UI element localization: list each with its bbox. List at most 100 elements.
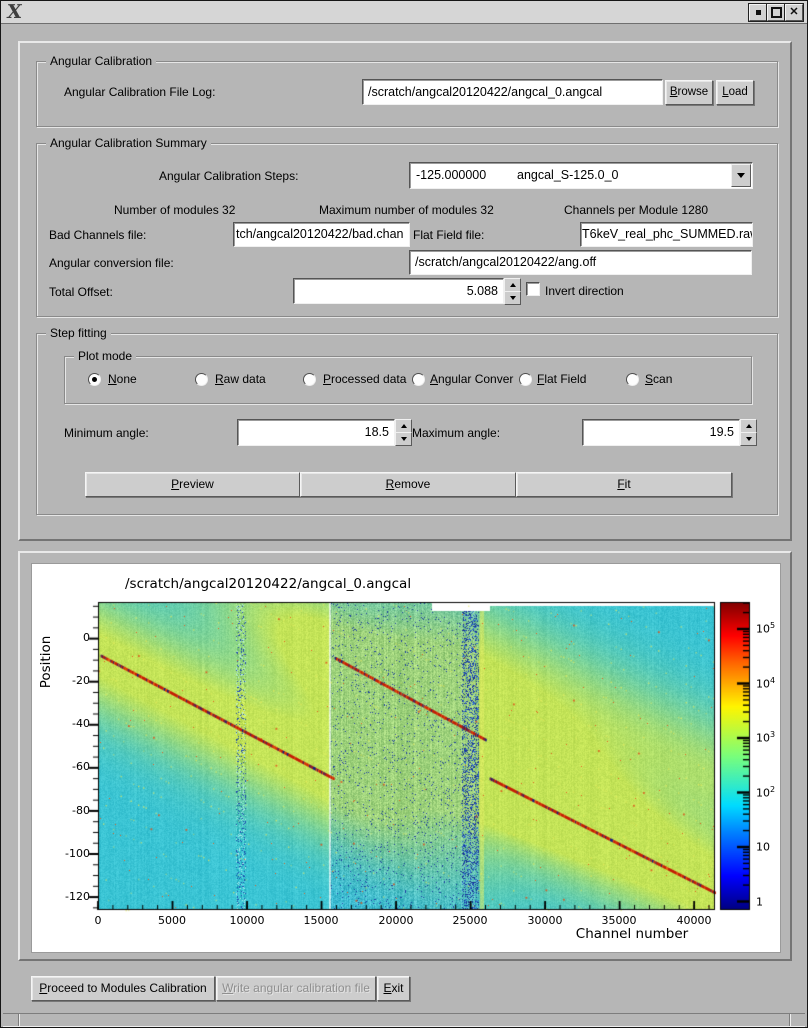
flat-field-input[interactable]: T6keV_real_phc_SUMMED.raw xyxy=(580,222,753,247)
y-tick: 0 xyxy=(83,631,90,644)
max-angle-value: 19.5 xyxy=(709,425,734,439)
min-angle-value: 18.5 xyxy=(364,425,389,439)
steps-dropdown-button[interactable] xyxy=(731,164,751,187)
radio-angular-conversion[interactable] xyxy=(412,373,425,386)
radio-flat-field[interactable] xyxy=(519,373,532,386)
remove-button[interactable]: Remove xyxy=(300,472,516,497)
total-offset-down-button[interactable] xyxy=(504,291,521,305)
fit-button[interactable]: Fit xyxy=(516,472,732,497)
step-fitting-legend: Step fitting xyxy=(46,326,111,341)
preview-button[interactable]: Preview xyxy=(85,472,300,497)
x-tick: 0 xyxy=(94,914,102,927)
statusbar-separator xyxy=(18,1014,19,1026)
max-angle-label: Maximum angle: xyxy=(412,426,501,440)
arrow-down-icon xyxy=(745,437,752,441)
remove-button-label: Remove xyxy=(385,477,431,491)
x-tick: 20000 xyxy=(378,914,414,927)
write-calibration-button[interactable]: Write angular calibration file xyxy=(216,976,376,1001)
x-tick: 5000 xyxy=(158,914,186,927)
close-button[interactable]: ✕ xyxy=(785,4,803,21)
min-angle-label: Minimum angle: xyxy=(64,426,149,440)
num-modules-text: Number of modules 32 xyxy=(114,203,236,217)
total-offset-label: Total Offset: xyxy=(49,285,113,299)
invert-direction-label: Invert direction xyxy=(545,284,624,298)
radio-raw-data[interactable] xyxy=(195,373,208,386)
arrow-up-icon xyxy=(400,424,407,428)
colorbar-tick: 102 xyxy=(756,785,776,800)
total-offset-spinbox[interactable]: 5.088 xyxy=(293,278,504,304)
browse-button-label: Browse xyxy=(669,86,709,98)
x11-logo-icon: X xyxy=(5,1,24,23)
steps-value: -125.000000 xyxy=(416,168,487,182)
min-angle-up-button[interactable] xyxy=(395,419,412,433)
maximize-icon xyxy=(770,7,782,18)
ang-conversion-input[interactable]: /scratch/angcal20120422/ang.off xyxy=(409,250,752,275)
radio-none[interactable] xyxy=(88,373,101,386)
radio-scan[interactable] xyxy=(626,373,639,386)
form-panel: Angular Calibration Angular Calibration … xyxy=(18,41,792,541)
min-angle-down-button[interactable] xyxy=(395,432,412,446)
file-log-value: /scratch/angcal20120422/angcal_0.angcal xyxy=(368,85,603,99)
colorbar-tick: 104 xyxy=(756,676,776,691)
steps-label: Angular Calibration Steps: xyxy=(159,169,299,183)
max-angle-up-button[interactable] xyxy=(740,419,757,433)
fit-button-label: Fit xyxy=(617,477,631,491)
ang-conversion-label: Angular conversion file: xyxy=(49,256,174,270)
summary-legend: Angular Calibration Summary xyxy=(46,136,211,151)
proceed-button[interactable]: Proceed to Modules Calibration xyxy=(31,976,215,1001)
minimize-icon xyxy=(755,10,761,15)
total-offset-spin-buttons xyxy=(504,278,521,305)
y-tick: -20 xyxy=(72,674,90,687)
bad-channels-label: Bad Channels file: xyxy=(49,228,147,242)
titlebar[interactable]: X ✕ xyxy=(1,1,807,24)
bad-channels-input[interactable]: tch/angcal20120422/bad.chan xyxy=(233,222,410,247)
plot-mode-legend: Plot mode xyxy=(74,349,137,364)
browse-button[interactable]: Browse xyxy=(665,80,713,105)
flat-field-value: T6keV_real_phc_SUMMED.raw xyxy=(582,227,753,241)
radio-processed-data-label[interactable]: Processed data xyxy=(323,372,407,386)
angular-calibration-group: Angular Calibration Angular Calibration … xyxy=(36,54,778,127)
y-tick: -60 xyxy=(72,760,90,773)
arrow-up-icon xyxy=(509,283,516,287)
proceed-button-label: Proceed to Modules Calibration xyxy=(39,981,207,995)
radio-none-label[interactable]: None xyxy=(108,372,137,386)
radio-processed-data[interactable] xyxy=(303,373,316,386)
max-angle-spinbox[interactable]: 19.5 xyxy=(582,419,740,446)
file-log-input[interactable]: /scratch/angcal20120422/angcal_0.angcal xyxy=(362,79,663,105)
statusbar[interactable] xyxy=(3,1013,805,1027)
close-icon: ✕ xyxy=(789,6,799,18)
angular-calibration-legend: Angular Calibration xyxy=(46,54,157,69)
colorbar-tick: 1 xyxy=(756,895,763,909)
total-offset-up-button[interactable] xyxy=(504,278,521,292)
radio-scan-label[interactable]: Scan xyxy=(645,372,673,386)
exit-button[interactable]: Exit xyxy=(377,976,410,1001)
minimize-button[interactable] xyxy=(749,4,767,21)
max-angle-down-button[interactable] xyxy=(740,432,757,446)
exit-button-label: Exit xyxy=(383,981,404,995)
load-button[interactable]: Load xyxy=(716,80,754,105)
max-modules-text: Maximum number of modules 32 xyxy=(319,203,494,217)
y-tick: -40 xyxy=(72,717,90,730)
arrow-down-icon xyxy=(509,296,516,300)
x-tick: 25000 xyxy=(452,914,488,927)
step-fitting-group: Step fitting Plot mode None Raw data Pro… xyxy=(36,326,778,515)
steps-combobox[interactable]: -125.000000 angcal_S-125.0_0 xyxy=(409,162,753,189)
invert-direction-checkbox[interactable] xyxy=(526,282,540,296)
plot-title: /scratch/angcal20120422/angcal_0.angcal xyxy=(125,576,412,592)
maximize-button[interactable] xyxy=(767,4,785,21)
radio-flat-field-label[interactable]: Flat Field xyxy=(537,372,587,386)
summary-group: Angular Calibration Summary Angular Cali… xyxy=(36,136,778,317)
min-angle-spinbox[interactable]: 18.5 xyxy=(237,419,395,446)
arrow-up-icon xyxy=(745,424,752,428)
radio-raw-data-label[interactable]: Raw data xyxy=(215,372,266,386)
arrow-down-icon xyxy=(400,437,407,441)
x-tick: 30000 xyxy=(527,914,563,927)
heatmap-canvas xyxy=(32,564,780,952)
radio-angular-conversion-label[interactable]: Angular Conver xyxy=(430,372,514,386)
channels-per-module-text: Channels per Module 1280 xyxy=(564,203,709,217)
statusbar-separator xyxy=(789,1014,790,1026)
y-tick: -80 xyxy=(72,804,90,817)
x-axis-label: Channel number xyxy=(575,926,689,942)
load-button-label: Load xyxy=(722,86,748,98)
file-log-label: Angular Calibration File Log: xyxy=(64,85,216,99)
